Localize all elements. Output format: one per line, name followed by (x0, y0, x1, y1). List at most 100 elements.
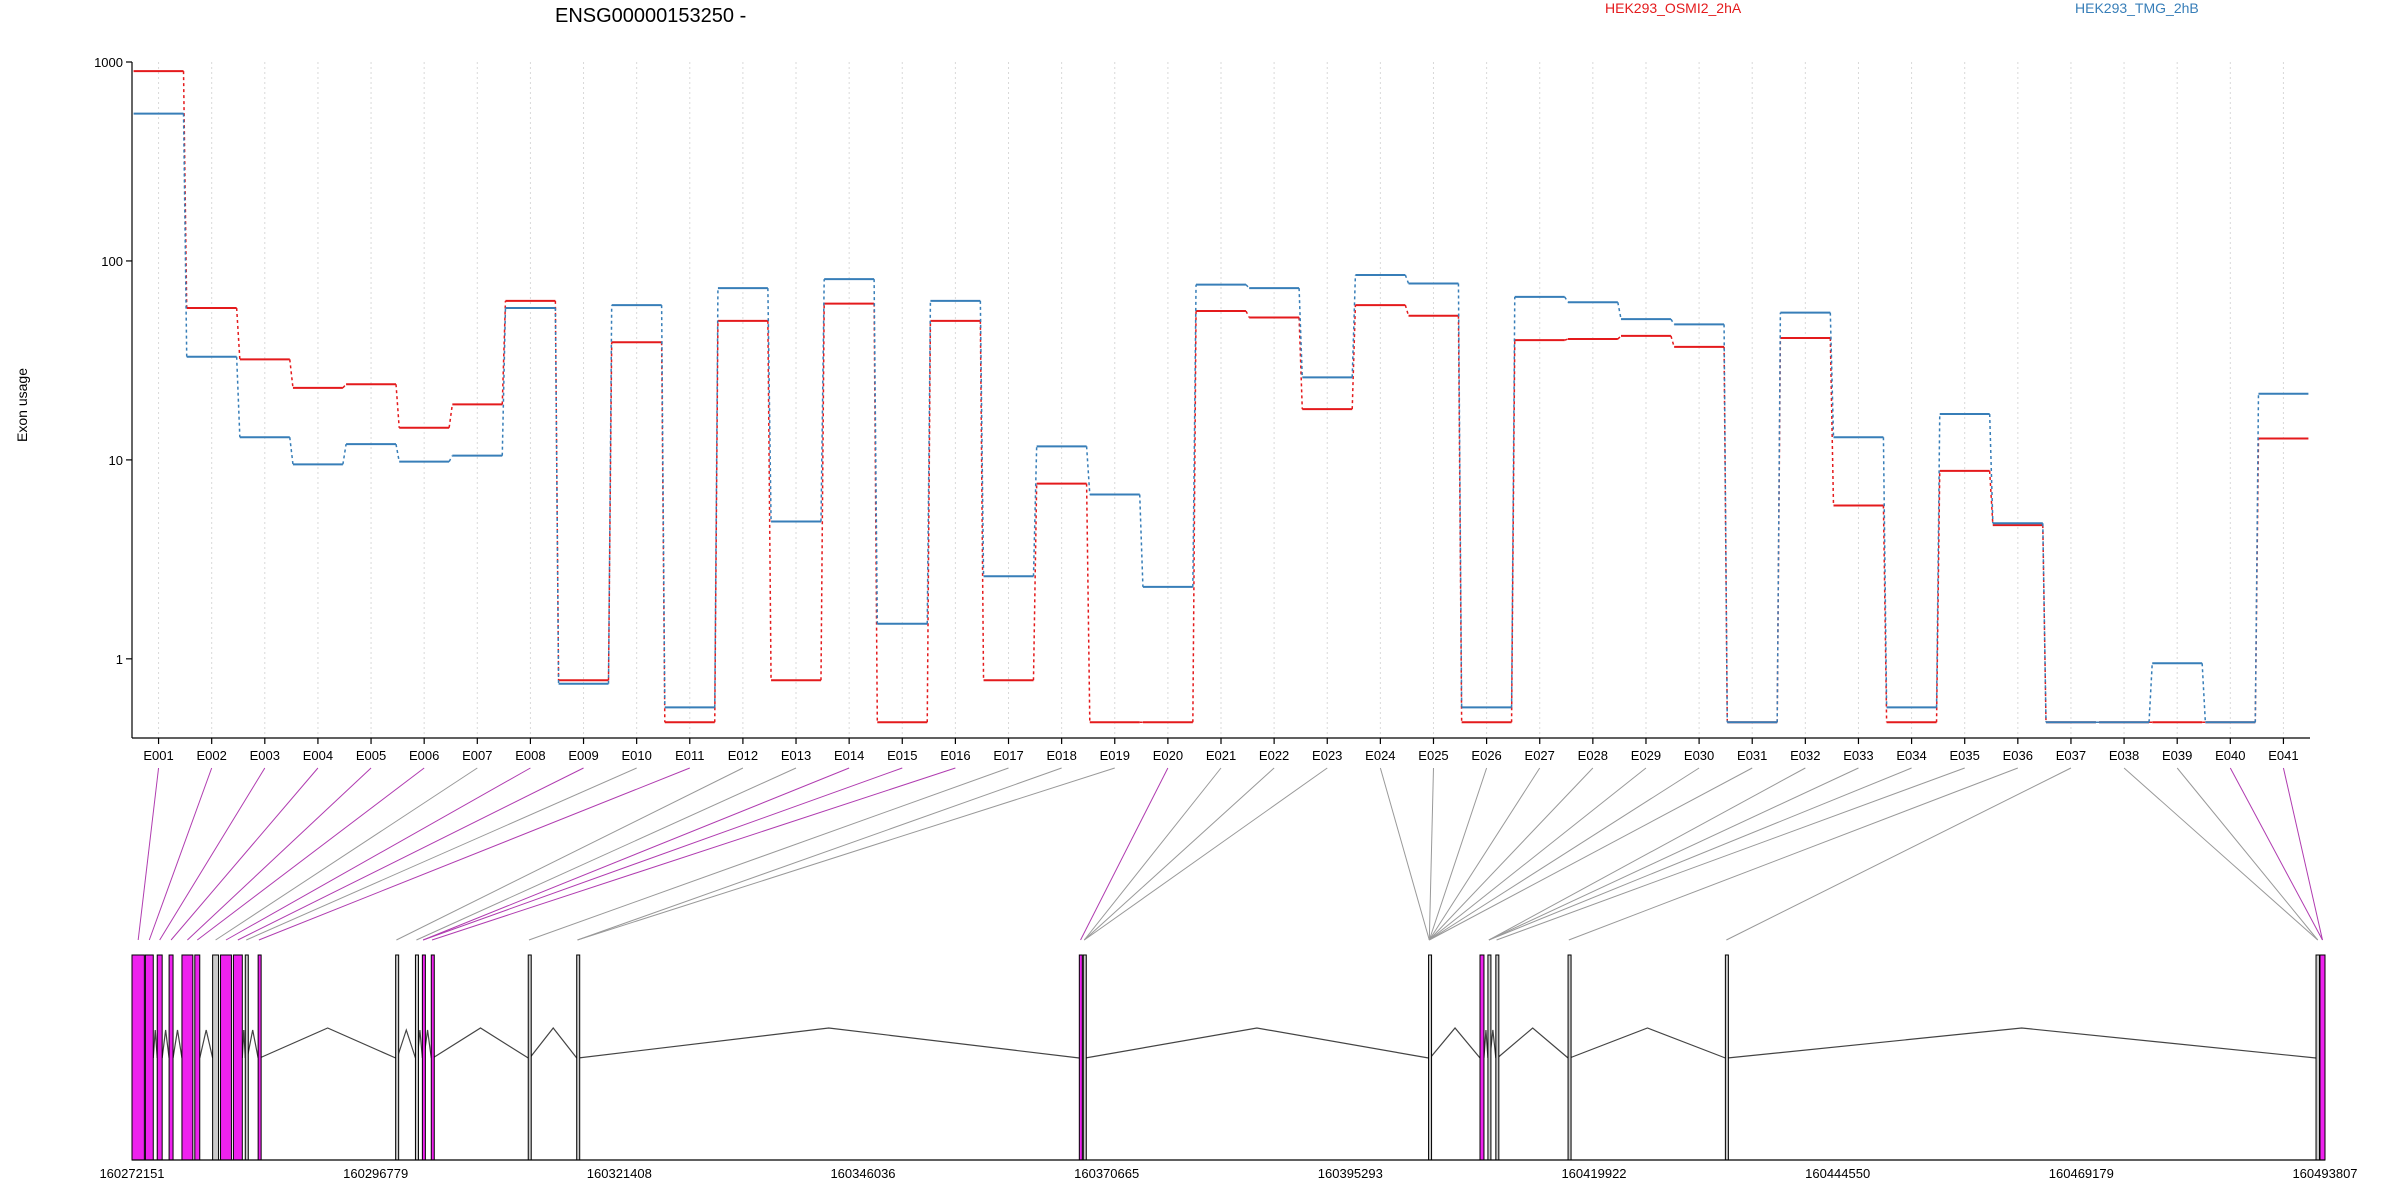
series-2 (133, 112, 2309, 724)
genomic-tick-label: 160296779 (343, 1166, 408, 1181)
intron (152, 1029, 158, 1059)
connector-line (2176, 767, 2319, 941)
series-connector (607, 342, 613, 681)
genomic-axis: 160272151 160296779 160321408 160346036 1603… (99, 1159, 2358, 1181)
connector-line (422, 767, 850, 941)
series-connector (1457, 283, 1463, 708)
x-tick-label: E018 (1046, 748, 1076, 763)
exon-block (194, 954, 201, 1161)
x-tick-label: E037 (2056, 748, 2086, 763)
x-tick-label: E002 (196, 748, 226, 763)
x-tick-label: E014 (834, 748, 864, 763)
x-tick-label: E039 (2162, 748, 2192, 763)
genomic-tick-label: 160444550 (1805, 1166, 1870, 1181)
connector-line (187, 767, 372, 941)
connector-line (2282, 767, 2323, 941)
connector-line (1428, 767, 1541, 941)
x-tick-label: E004 (303, 748, 333, 763)
exon-block (156, 954, 163, 1161)
connector-line (1428, 767, 1434, 941)
series-connector (289, 359, 294, 389)
exon-block (1082, 954, 1087, 1161)
y-axis: 1 10 100 1000 (94, 55, 133, 738)
series-connector (2254, 393, 2260, 723)
connector-line (1379, 767, 1430, 941)
x-tick-label: E013 (781, 748, 811, 763)
series-connector (1351, 305, 1357, 410)
x-tick-label: E007 (462, 748, 492, 763)
series-connector (182, 113, 188, 357)
series-connector (1564, 296, 1569, 303)
intron (246, 1029, 259, 1059)
series-connector (1776, 312, 1782, 723)
genomic-tick-label: 160395293 (1318, 1166, 1383, 1181)
series-connector (1988, 414, 1994, 524)
connector-line (258, 767, 690, 941)
connector-line (396, 767, 744, 941)
series-connector (2042, 525, 2047, 723)
connector-line (2229, 767, 2323, 941)
x-tick-label: E033 (1843, 748, 1873, 763)
connector-line (1496, 767, 1965, 941)
x-tick-label: E017 (993, 748, 1023, 763)
x-tick-label: E031 (1737, 748, 1767, 763)
series-connector (1192, 284, 1197, 587)
connector-line (1429, 767, 1753, 941)
exon-block (1479, 954, 1485, 1161)
series-connector (1617, 302, 1622, 320)
genomic-tick-label: 160321408 (587, 1166, 652, 1181)
series-connector (713, 320, 719, 723)
series-connector (1032, 446, 1038, 577)
intron (1569, 1027, 1726, 1059)
connector-line (1083, 767, 1222, 941)
exon-block (181, 954, 194, 1161)
series-connector (395, 444, 400, 462)
connector-line (1726, 767, 2072, 941)
x-tick-label: E011 (675, 748, 704, 763)
connector-line (416, 767, 797, 941)
exon-block (1495, 954, 1500, 1161)
x-tick-label: E026 (1471, 748, 1501, 763)
connector-line (431, 767, 956, 941)
series-connector (1245, 310, 1250, 318)
series-connector (1510, 296, 1516, 708)
x-axis: E001 E002 E003 E004 E005 E006 E007 E008 E009 E010… (132, 737, 2310, 763)
series-connector (342, 383, 347, 389)
series-connector (1404, 274, 1410, 284)
genomic-tick-label: 160370665 (1074, 1166, 1139, 1181)
x-tick-label: E009 (568, 748, 598, 763)
y-tick-label: 100 (101, 254, 123, 269)
x-tick-label: E038 (2109, 748, 2139, 763)
intron (432, 1027, 529, 1059)
series-connector (1032, 483, 1038, 681)
series-connector (660, 305, 666, 708)
x-tick-label: E019 (1100, 748, 1130, 763)
series-connector (1564, 338, 1569, 341)
connector-line (1488, 767, 1806, 941)
series-connector (1670, 318, 1675, 325)
genomic-tick-label: 160493807 (2292, 1166, 2357, 1181)
x-tick-label: E027 (1525, 748, 1555, 763)
exon-block (1567, 954, 1572, 1161)
legend-series-1: HEK293_OSMI2_2hA (1605, 0, 1742, 16)
series-connector (713, 288, 719, 708)
x-tick-label: E028 (1578, 748, 1608, 763)
series-connector (554, 308, 560, 684)
exon-block (1724, 954, 1729, 1161)
connector-line (1568, 767, 2019, 941)
x-tick-label: E030 (1684, 748, 1714, 763)
series-connector (395, 384, 400, 428)
connector-line (196, 767, 425, 941)
series-connector (1085, 483, 1091, 723)
connector-line (528, 767, 1009, 941)
series-connector (2201, 663, 2207, 723)
series-connector (448, 404, 454, 428)
series-connector (1245, 284, 1250, 289)
series-connector (1829, 337, 1835, 506)
x-tick-label: E034 (1896, 748, 1926, 763)
series-1 (133, 70, 2309, 724)
connector-line (577, 767, 1115, 941)
series-connector (1138, 494, 1144, 587)
intron (172, 1029, 183, 1059)
